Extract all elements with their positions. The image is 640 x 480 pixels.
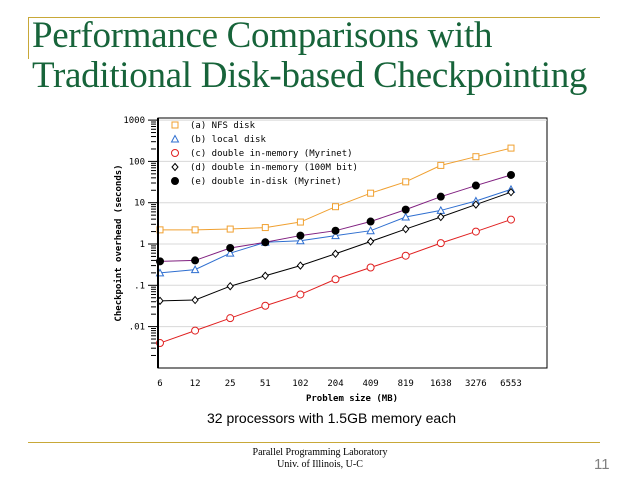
- marker-square: [402, 178, 410, 186]
- marker-square: [171, 121, 179, 129]
- y-tick-label: .01: [129, 323, 145, 333]
- marker-circle-open: [191, 326, 200, 335]
- marker-diamond: [507, 187, 515, 197]
- marker-circle-filled: [507, 170, 515, 179]
- marker-circle-open: [401, 251, 410, 260]
- marker-circle-filled: [226, 244, 235, 253]
- marker-circle-open: [507, 215, 515, 224]
- x-axis-label: Problem size (MB): [306, 393, 398, 404]
- marker-triangle: [190, 265, 200, 274]
- marker-circle-filled: [471, 181, 480, 190]
- marker-circle-filled: [171, 177, 179, 185]
- marker-square: [296, 218, 304, 226]
- marker-diamond: [437, 212, 445, 222]
- title-line-2: Traditional Disk-based Checkpointing: [32, 55, 588, 96]
- x-tick-label: 3276: [465, 379, 487, 389]
- marker-square: [261, 224, 269, 232]
- legend-entry: (c) double in-memory (Myrinet): [190, 149, 353, 159]
- slide-title: Performance Comparisons with Traditional…: [32, 16, 587, 96]
- marker-diamond: [331, 249, 340, 259]
- x-tick-label: 819: [398, 379, 414, 389]
- marker-triangle: [331, 231, 340, 240]
- y-tick-label: 1: [140, 240, 145, 250]
- marker-triangle: [170, 134, 180, 143]
- marker-circle-filled: [261, 238, 270, 247]
- marker-circle-open: [331, 275, 340, 284]
- marker-square: [507, 144, 515, 152]
- x-tick-label: 204: [327, 379, 343, 389]
- marker-diamond: [226, 281, 234, 291]
- marker-circle-filled: [401, 205, 410, 214]
- y-tick-label: 100: [129, 157, 145, 167]
- footer-line-1: Parallel Programming Laboratory: [252, 447, 388, 458]
- x-tick-label: 6553: [500, 379, 522, 389]
- marker-circle-filled: [436, 192, 445, 201]
- marker-diamond: [366, 237, 375, 246]
- legend-entry: (d) double in-memory (100M bit): [190, 163, 358, 173]
- y-tick-label: 1000: [123, 116, 145, 126]
- marker-circle-open: [261, 301, 270, 310]
- marker-circle-filled: [296, 231, 305, 240]
- marker-square: [332, 203, 339, 211]
- x-tick-label: 12: [190, 379, 201, 389]
- marker-square: [472, 153, 480, 161]
- x-tick-label: 6: [157, 379, 162, 389]
- marker-circle-open: [366, 263, 375, 272]
- marker-circle-open: [296, 290, 305, 299]
- marker-diamond: [261, 271, 269, 281]
- title-line-1: Performance Comparisons with: [32, 15, 493, 56]
- marker-circle-open: [436, 239, 445, 248]
- marker-circle-open: [471, 227, 480, 236]
- marker-triangle: [366, 226, 375, 235]
- marker-diamond: [472, 200, 480, 209]
- chart-caption: 32 processors with 1.5GB memory each: [207, 410, 456, 426]
- x-tick-label: 51: [260, 379, 271, 389]
- y-tick-label: 10: [134, 199, 145, 209]
- title-top-rule: [28, 17, 600, 18]
- marker-circle-open: [226, 314, 235, 323]
- x-tick-label: 102: [292, 379, 308, 389]
- marker-square: [437, 161, 445, 169]
- x-tick-label: 1638: [430, 379, 452, 389]
- marker-circle-open: [171, 149, 179, 157]
- marker-circle-filled: [191, 256, 200, 265]
- footer: Parallel Programming Laboratory Univ. of…: [220, 447, 420, 471]
- legend-entry: (e) double in-disk (Myrinet): [190, 177, 342, 187]
- marker-diamond: [402, 224, 410, 234]
- marker-circle-filled: [366, 217, 375, 226]
- marker-diamond: [191, 295, 199, 305]
- footer-rule: [28, 442, 600, 443]
- x-tick-label: 25: [225, 379, 236, 389]
- marker-square: [226, 225, 234, 233]
- footer-line-2: Univ. of Illinois, U-C: [277, 459, 363, 470]
- legend-entry: (a) NFS disk: [190, 121, 256, 131]
- marker-square: [191, 226, 199, 234]
- marker-diamond: [296, 261, 305, 270]
- page-number: 11: [594, 456, 610, 473]
- x-tick-label: 409: [362, 379, 378, 389]
- marker-triangle: [296, 236, 305, 245]
- marker-triangle: [225, 248, 235, 257]
- y-axis-label: Checkpoint overhead (seconds): [113, 164, 124, 321]
- title-side-rule: [28, 17, 29, 59]
- marker-square: [367, 189, 375, 197]
- legend-entry: (b) local disk: [190, 135, 266, 145]
- marker-triangle: [401, 212, 411, 221]
- y-tick-label: .1: [134, 281, 145, 291]
- marker-circle-filled: [331, 226, 340, 235]
- marker-diamond: [171, 162, 179, 172]
